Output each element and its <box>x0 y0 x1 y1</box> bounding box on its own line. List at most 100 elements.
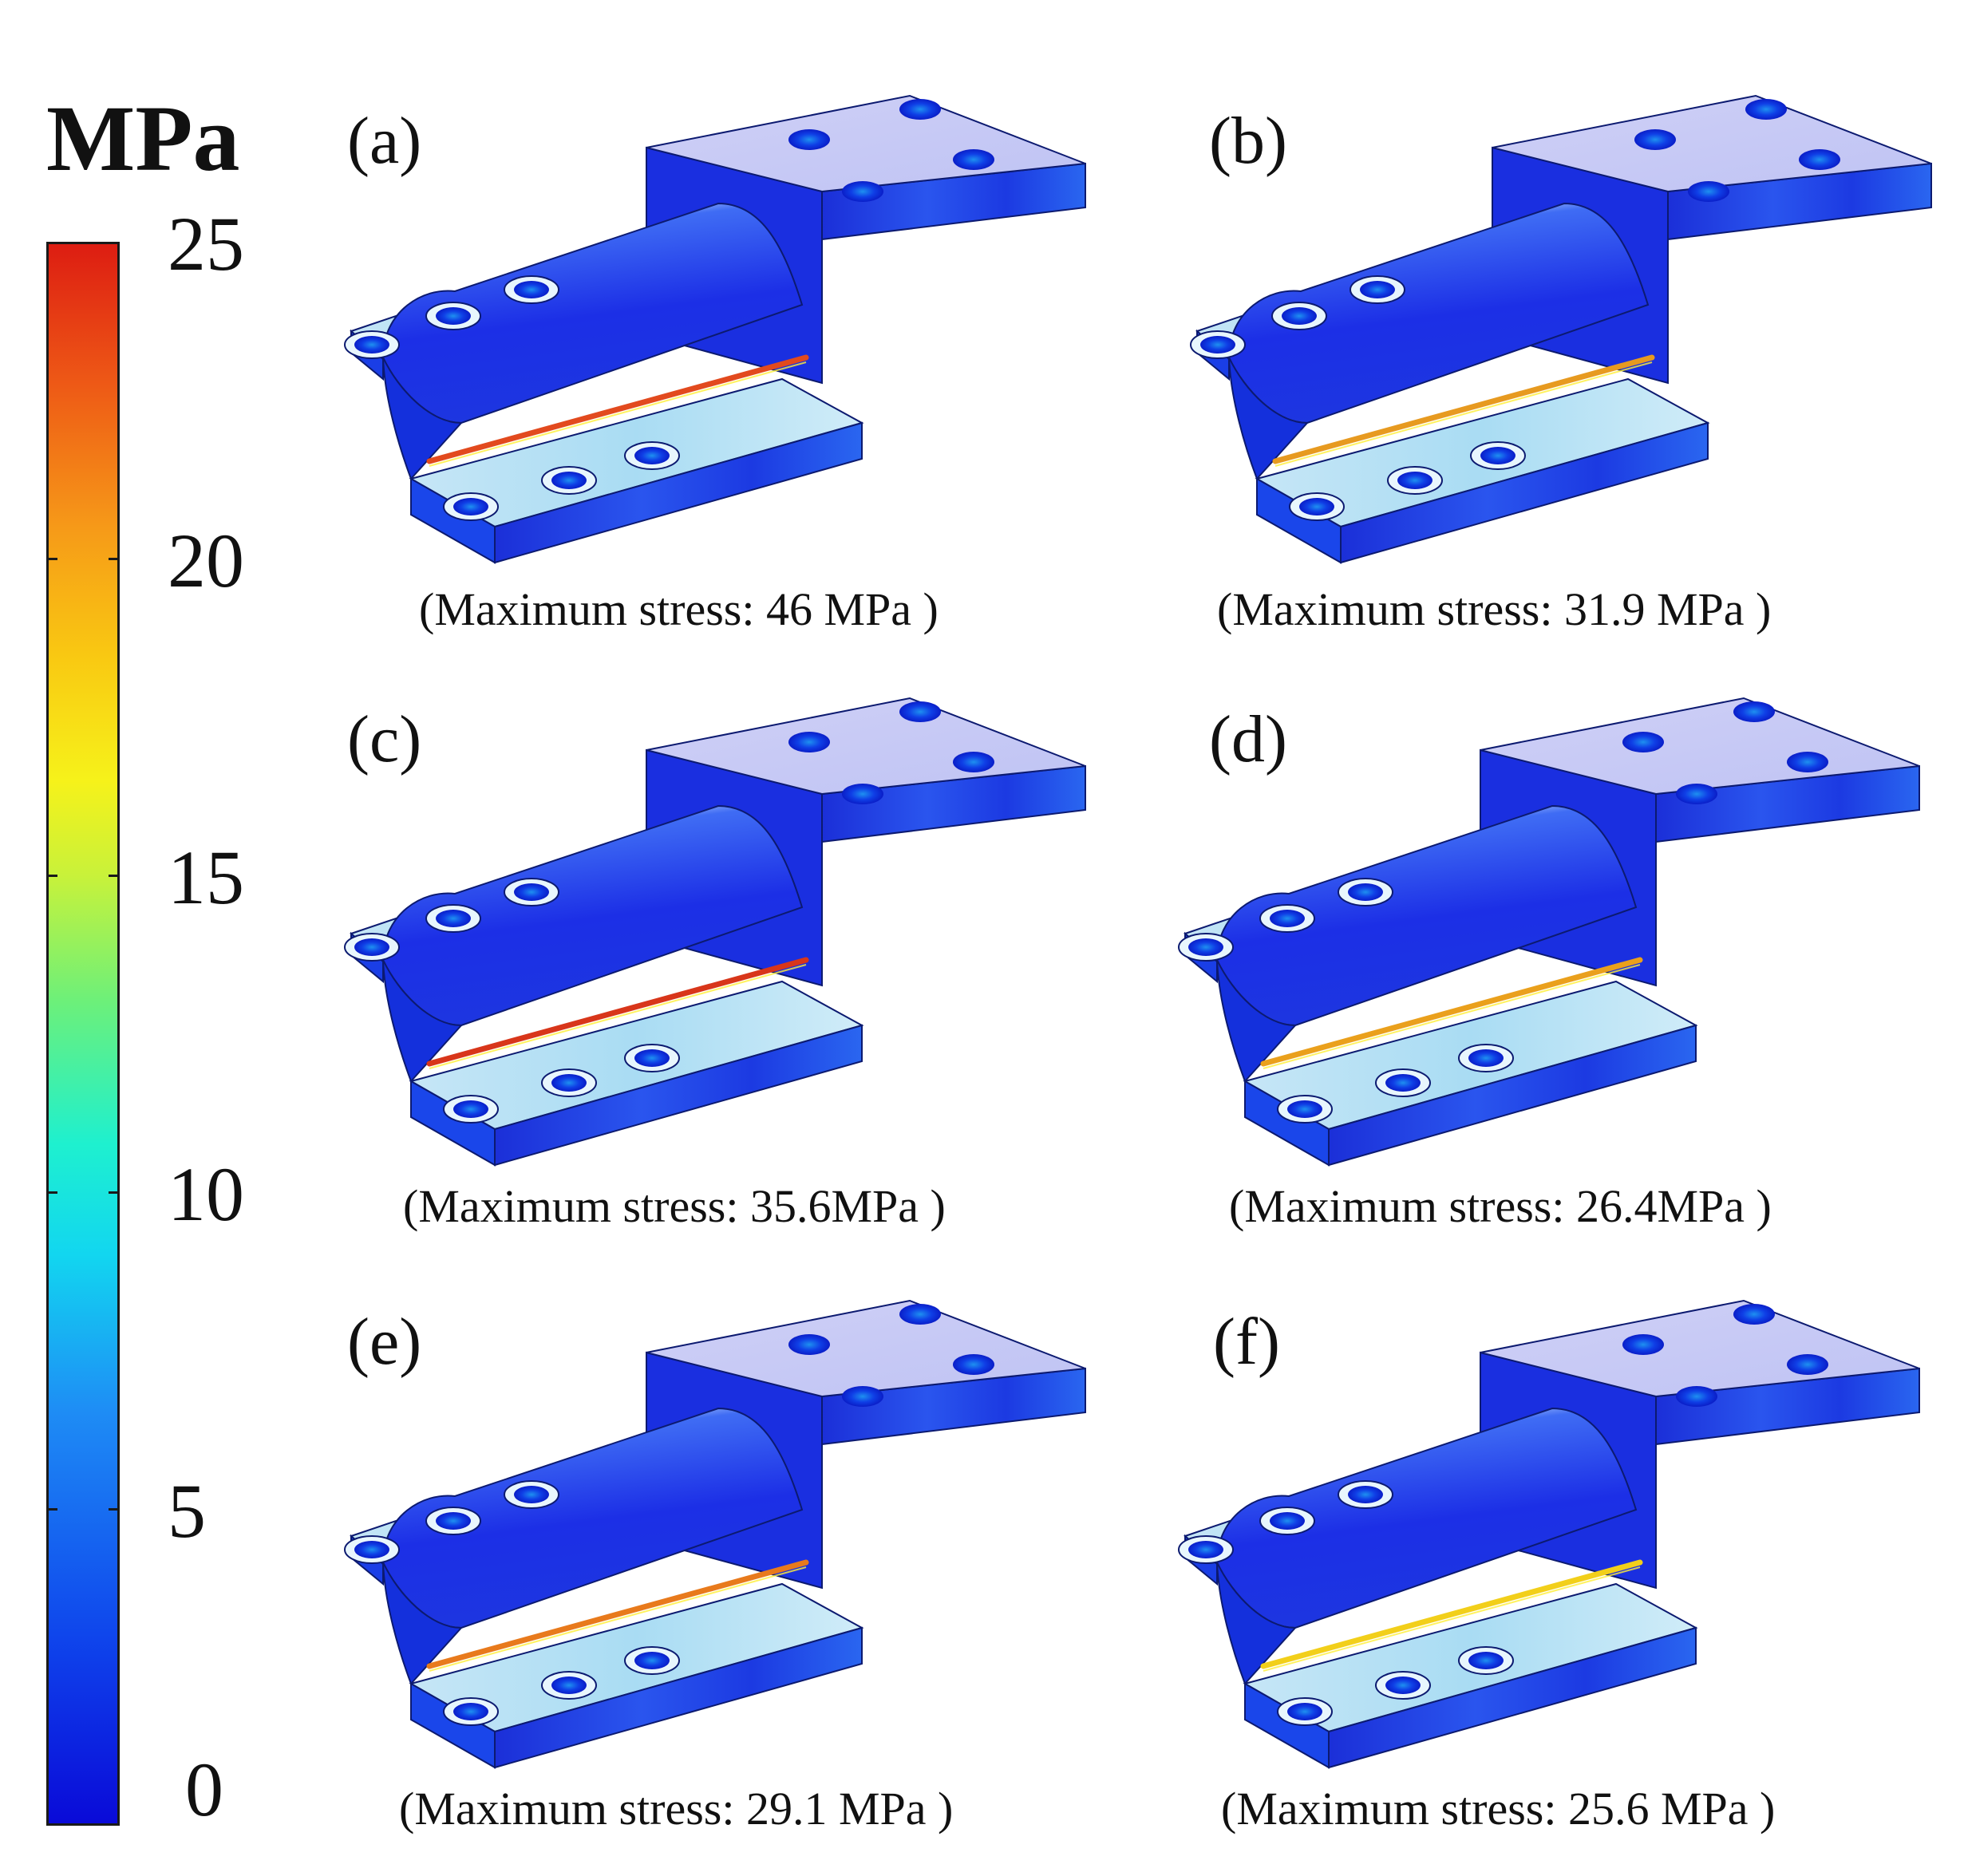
bolt-hole <box>453 498 488 515</box>
bolt-hole <box>453 1703 488 1720</box>
colorbar-tick <box>46 1191 57 1194</box>
mount-hole <box>1787 752 1828 772</box>
bolt-hole <box>1270 1512 1305 1530</box>
bolt-hole <box>1397 472 1432 489</box>
bolt-hole <box>1270 910 1305 927</box>
stress-contour-model <box>1178 697 1920 1167</box>
mount-hole <box>1688 181 1729 202</box>
bolt-hole <box>1480 447 1515 464</box>
bolt-hole <box>354 336 389 353</box>
mount-hole <box>1676 784 1717 804</box>
panel-e: (e) (Maximum stress: 29.1 MPa ) <box>335 1253 1173 1859</box>
bolt-hole <box>1200 336 1235 353</box>
bolt-hole <box>453 1100 488 1118</box>
stress-hotspot-edge <box>429 361 807 467</box>
cylinder-end <box>382 357 464 480</box>
colorbar-tick <box>109 1508 120 1511</box>
bolt-hole <box>1348 1486 1383 1503</box>
bolt-hole <box>1468 1049 1504 1067</box>
bolt-hole <box>1385 1074 1421 1092</box>
max-stress-caption: (Maximum stress: 26.4MPa ) <box>1229 1180 1772 1232</box>
stress-hotspot-line <box>426 957 809 1067</box>
bolt-hole <box>551 472 587 489</box>
stress-hotspot-edge <box>429 964 807 1069</box>
panel-label: (d) <box>1209 702 1287 776</box>
mount-hole <box>1799 149 1840 170</box>
cylinder-end <box>382 1562 464 1685</box>
mount-hole <box>788 732 830 752</box>
cylinder-end <box>382 959 464 1083</box>
mount-hole <box>953 752 994 772</box>
mount-hole <box>788 1334 830 1355</box>
colorbar-tick-label: 25 <box>168 201 244 286</box>
bolt-hole <box>634 1652 670 1669</box>
stress-hotspot-line <box>426 354 809 464</box>
mount-hole <box>899 701 941 722</box>
colorbar-tick <box>46 875 57 877</box>
bolt-hole <box>436 910 471 927</box>
max-stress-caption: (Maximum stress: 31.9 MPa ) <box>1217 583 1772 635</box>
colorbar-tick <box>109 242 120 244</box>
colorbar-tick-label: 5 <box>168 1468 206 1554</box>
bolt-hole <box>551 1677 587 1694</box>
bolt-hole <box>354 1541 389 1558</box>
bolt-hole <box>1360 281 1395 298</box>
panel-label: (e) <box>347 1305 422 1379</box>
mount-hole <box>899 1304 941 1325</box>
mount-hole <box>788 129 830 150</box>
mount-hole <box>842 181 883 202</box>
mount-hole <box>1733 701 1775 722</box>
cylinder-end <box>1228 357 1310 480</box>
max-stress-caption: (Maximum stress: 35.6MPa ) <box>403 1180 946 1232</box>
panel-label: (a) <box>347 104 422 178</box>
bolt-hole <box>1468 1652 1504 1669</box>
colorbar-unit-label: MPa <box>46 86 240 191</box>
mount-hole <box>1787 1354 1828 1375</box>
panel-a: (a) (Maximum stress: 46 MPa ) <box>335 48 1173 654</box>
bolt-hole <box>1385 1677 1421 1694</box>
stress-hotspot-edge <box>1263 964 1641 1069</box>
colorbar-tick <box>109 558 120 560</box>
mount-hole <box>1676 1386 1717 1407</box>
colorbar-tick-label: 15 <box>168 835 244 920</box>
colorbar-tick-label: 10 <box>168 1151 244 1237</box>
mount-hole <box>1745 99 1787 120</box>
mount-hole <box>953 1354 994 1375</box>
colorbar-tick-label: 0 <box>185 1747 223 1832</box>
colorbar-gradient <box>46 242 120 1826</box>
mount-hole <box>1622 1334 1664 1355</box>
bolt-hole <box>436 1512 471 1530</box>
panel-b: (b) (Maximum stress: 31.9 MPa ) <box>1181 48 1964 654</box>
max-stress-caption: (Maximum stress: 25.6 MPa ) <box>1221 1783 1776 1835</box>
stress-hotspot-line <box>1260 957 1643 1067</box>
colorbar-tick <box>46 558 57 560</box>
mount-hole <box>899 99 941 120</box>
bolt-hole <box>1282 307 1317 325</box>
panel-f: (f) (Maximum stress: 25.6 MPa ) <box>1169 1253 1964 1859</box>
colorbar-tick-label: 20 <box>168 518 244 603</box>
bolt-hole <box>1287 1100 1322 1118</box>
stress-contour-model <box>344 94 1086 564</box>
bolt-hole <box>436 307 471 325</box>
stress-contour-model <box>1190 94 1932 564</box>
bolt-hole <box>514 1486 549 1503</box>
panel-d: (d) (Maximum stress: 26.4MPa ) <box>1169 650 1964 1257</box>
max-stress-caption: (Maximum stress: 29.1 MPa ) <box>399 1783 954 1835</box>
bolt-hole <box>514 883 549 901</box>
mount-hole <box>842 1386 883 1407</box>
mount-hole <box>1634 129 1676 150</box>
colorbar-tick <box>46 242 57 244</box>
stress-contour-model <box>344 697 1086 1167</box>
mount-hole <box>953 149 994 170</box>
stress-hotspot-line <box>426 1559 809 1669</box>
panel-label: (c) <box>347 702 422 776</box>
colorbar-tick <box>109 1191 120 1194</box>
stress-contour-model <box>344 1299 1086 1769</box>
mount-hole <box>1622 732 1664 752</box>
bolt-hole <box>354 938 389 956</box>
bolt-hole <box>514 281 549 298</box>
stress-hotspot-line <box>1260 1559 1643 1669</box>
panel-label: (b) <box>1209 104 1287 178</box>
stress-hotspot-line <box>1272 354 1655 464</box>
bolt-hole <box>634 447 670 464</box>
